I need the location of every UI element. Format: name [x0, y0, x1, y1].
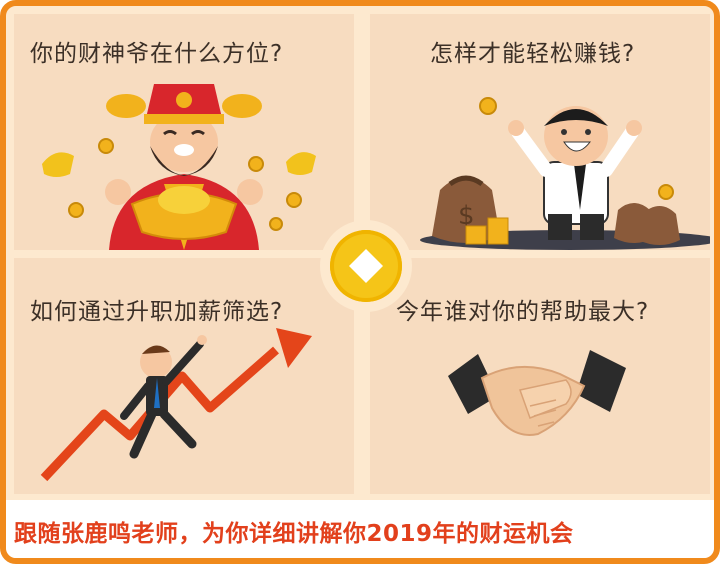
svg-text:$: $	[458, 201, 475, 231]
question-helper: 今年谁对你的帮助最大?	[396, 299, 650, 325]
panel-make-money[interactable]: $ 怎样才能轻松赚钱?	[370, 14, 710, 250]
rising-chart-man-icon	[40, 328, 312, 482]
handshake-icon	[448, 350, 626, 436]
footer-text: 跟随张鹿鸣老师，为你详细讲解你2019年的财运机会	[14, 521, 574, 547]
wealth-god-icon	[42, 84, 316, 250]
happy-businessman-icon: $	[420, 97, 710, 250]
center-coin	[320, 220, 412, 312]
footer-banner: 跟随张鹿鸣老师，为你详细讲解你2019年的财运机会	[6, 500, 714, 558]
panel-helper[interactable]: 今年谁对你的帮助最大?	[370, 258, 710, 494]
panel-promotion[interactable]: 如何通过升职加薪筛选?	[14, 258, 354, 494]
question-make-money: 怎样才能轻松赚钱?	[430, 41, 636, 67]
question-wealth-god: 你的财神爷在什么方位?	[30, 41, 284, 67]
question-promotion: 如何通过升职加薪筛选?	[30, 299, 284, 325]
panel-wealth-god[interactable]: 你的财神爷在什么方位?	[14, 14, 354, 250]
diamond-icon	[349, 249, 383, 283]
